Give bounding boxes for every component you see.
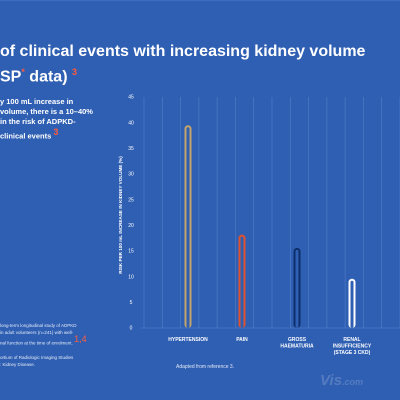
decorative-band [0, 0, 400, 1]
y-tick-label: 30 [128, 172, 134, 178]
x-axis-labels: HYPERTENSION PAIN GROSS HAEMATURIA RENAL INSU… [168, 337, 372, 356]
y-tick-label: 45 [128, 95, 134, 101]
y-tick-label: 10 [128, 274, 134, 280]
y-axis-ticks: 0 5 10 15 20 25 30 35 40 45 [128, 95, 134, 332]
bar-inner-track [186, 127, 190, 328]
bar-inner-track [240, 236, 244, 328]
x-category-label: GROSS HAEMATURIA [280, 337, 314, 350]
y-tick-label: 0 [130, 326, 133, 332]
y-tick-label: 25 [128, 197, 134, 203]
intro-reference: 3 [53, 127, 59, 137]
bar-inner-track [295, 249, 299, 328]
x-category-label: HYPERTENSION [168, 337, 208, 343]
page-title: of clinical events with increasing kidne… [0, 43, 366, 86]
watermark: Vis.com [320, 372, 363, 389]
x-category-label: RENAL INSUFFICIENCY (STAGE 3 CKD) [333, 337, 372, 356]
y-tick-label: 5 [130, 300, 133, 306]
y-tick-label: 35 [128, 146, 134, 152]
chart-bars [184, 125, 356, 328]
title-reference: 3 [71, 67, 77, 77]
x-category-label: PAIN [236, 337, 248, 343]
bar-inner-track [350, 280, 354, 328]
source-note: Adapted from reference 3. [176, 364, 235, 370]
chart-gridlines [140, 97, 400, 329]
y-tick-label: 15 [128, 249, 134, 255]
footnotes: long-term longitudinal study of ADPKD in… [0, 323, 87, 367]
intro-text: y 100 mL increase in volume, there is a … [0, 97, 93, 141]
y-tick-label: 20 [128, 223, 134, 229]
y-tick-label: 40 [128, 120, 134, 126]
y-axis-label: RISK PER 100 mL INCREASE IN KIDNEY VOLUM… [118, 156, 123, 274]
notes-reference: 1,4 [74, 334, 87, 344]
